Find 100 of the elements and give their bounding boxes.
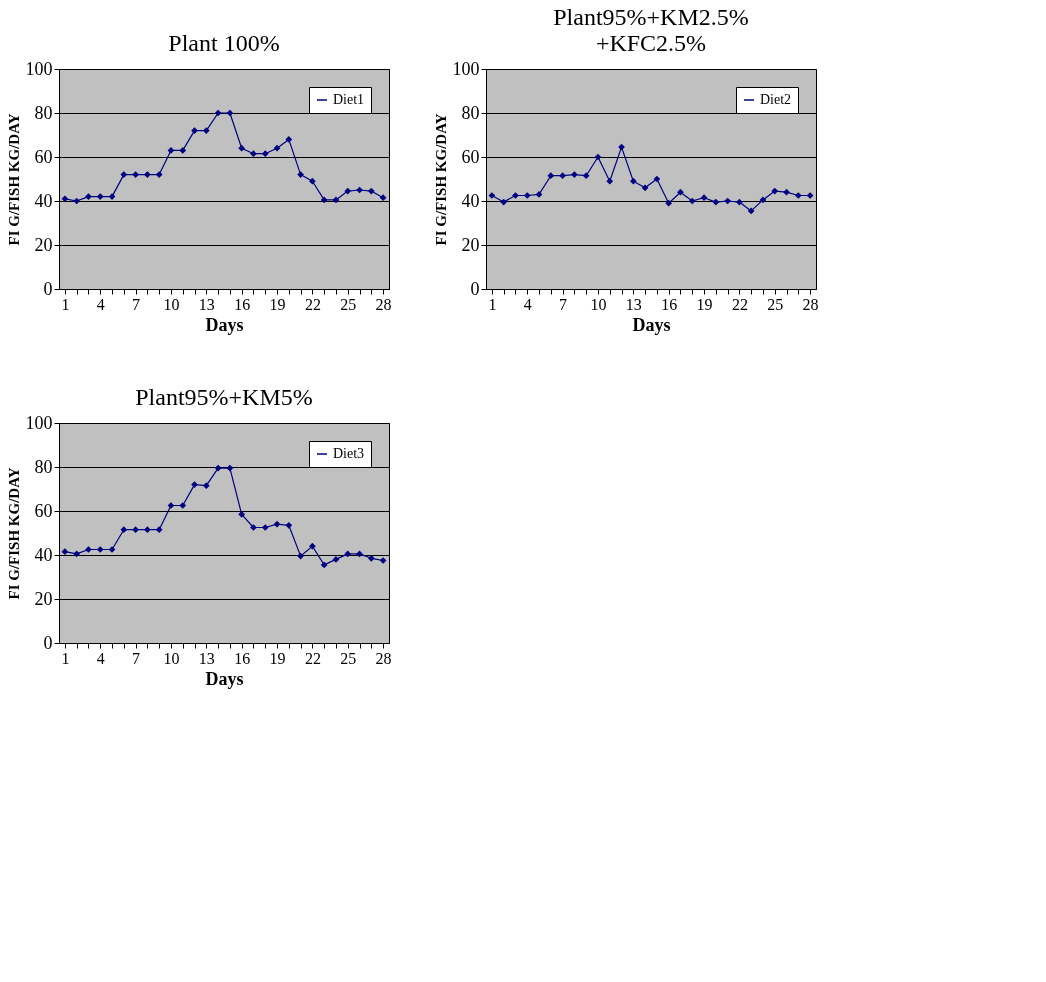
point <box>665 199 673 207</box>
x-tick-label: 25 <box>340 295 357 313</box>
point <box>712 198 720 206</box>
point <box>332 196 340 204</box>
x-tick-label: 1 <box>61 295 70 313</box>
chart-title: Plant 100% <box>168 30 280 56</box>
point <box>85 193 92 200</box>
y-tick-label: 100 <box>25 412 53 433</box>
chart-title: Plant95%+KM2.5% +KFC2.5% <box>553 4 749 56</box>
point <box>73 197 81 205</box>
point <box>61 195 69 203</box>
point <box>261 150 269 158</box>
point <box>297 171 304 178</box>
point <box>309 177 316 185</box>
point <box>226 109 234 117</box>
x-axis-title: Days <box>632 314 671 335</box>
x-axis-title: Days <box>205 668 244 689</box>
y-axis-title: FI G/FISH KG/DAY <box>432 113 449 246</box>
x-tick-label: 4 <box>96 295 105 313</box>
x-tick-label: 13 <box>625 295 642 313</box>
point <box>700 194 708 202</box>
y-tick-label: 0 <box>43 278 53 299</box>
x-tick-label: 7 <box>132 649 141 667</box>
x-tick-label: 10 <box>163 649 180 667</box>
y-tick-label: 100 <box>25 58 53 79</box>
x-tick-label: 10 <box>163 295 180 313</box>
point <box>96 193 104 200</box>
point <box>747 207 755 215</box>
point <box>771 187 779 195</box>
point <box>132 171 139 178</box>
point <box>120 526 128 534</box>
point <box>309 542 316 550</box>
point <box>653 175 661 183</box>
y-axis-title: FI G/FISH KG/DAY <box>5 467 22 600</box>
y-tick-label: 20 <box>34 588 53 609</box>
x-tick-label: 25 <box>340 649 357 667</box>
point <box>144 171 151 178</box>
x-tick-label: 28 <box>375 295 392 313</box>
y-tick-label: 0 <box>470 278 480 299</box>
point <box>191 481 198 488</box>
point <box>191 127 198 134</box>
point <box>61 548 69 556</box>
x-tick-label: 7 <box>559 295 568 313</box>
y-tick-label: 40 <box>34 544 53 565</box>
x-tick-label: 19 <box>269 649 286 667</box>
y-tick-label: 60 <box>34 146 53 167</box>
point <box>320 196 328 204</box>
point <box>736 198 743 206</box>
x-tick-label: 1 <box>488 295 497 313</box>
point <box>582 172 590 180</box>
point <box>273 144 281 152</box>
point <box>688 197 696 205</box>
legend-label: Diet1 <box>333 92 365 107</box>
point <box>214 109 222 117</box>
y-axis-title: FI G/FISH KG/DAY <box>5 113 22 246</box>
point <box>500 198 508 206</box>
y-tick-label: 60 <box>461 146 480 167</box>
y-tick-label: 20 <box>461 234 480 255</box>
point <box>379 194 387 202</box>
point <box>167 147 175 154</box>
point <box>559 172 566 180</box>
legend-label: Diet2 <box>760 92 792 107</box>
y-tick-label: 80 <box>34 456 53 477</box>
y-tick-label: 20 <box>34 234 53 255</box>
point <box>759 196 767 204</box>
point <box>606 177 614 185</box>
point <box>120 171 128 178</box>
point <box>285 136 293 143</box>
point <box>547 172 555 180</box>
x-tick-label: 7 <box>132 295 141 313</box>
y-tick-label: 40 <box>34 190 53 211</box>
point <box>320 561 328 569</box>
point <box>523 192 531 199</box>
point <box>332 556 340 563</box>
point <box>794 192 802 199</box>
x-tick-label: 19 <box>696 295 713 313</box>
y-tick-label: 60 <box>34 500 53 521</box>
point <box>238 144 246 152</box>
y-tick-label: 100 <box>452 58 480 79</box>
point <box>641 184 649 192</box>
x-tick-label: 16 <box>234 295 251 313</box>
point <box>629 177 637 185</box>
point <box>250 150 257 158</box>
chart-title: Plant95%+KM5% <box>135 384 313 410</box>
legend-label: Diet3 <box>333 446 365 461</box>
x-tick-label: 28 <box>802 295 819 313</box>
x-tick-label: 22 <box>304 649 321 667</box>
x-axis-title: Days <box>205 314 244 335</box>
y-tick-label: 0 <box>43 632 53 653</box>
x-tick-label: 4 <box>523 295 532 313</box>
x-tick-label: 19 <box>269 295 286 313</box>
x-tick-label: 16 <box>661 295 678 313</box>
x-tick-label: 22 <box>304 295 321 313</box>
point <box>297 552 304 560</box>
x-tick-label: 13 <box>198 649 215 667</box>
point <box>344 187 352 195</box>
point <box>273 520 281 528</box>
point <box>132 526 139 534</box>
point <box>594 153 602 161</box>
y-tick-label: 40 <box>461 190 480 211</box>
